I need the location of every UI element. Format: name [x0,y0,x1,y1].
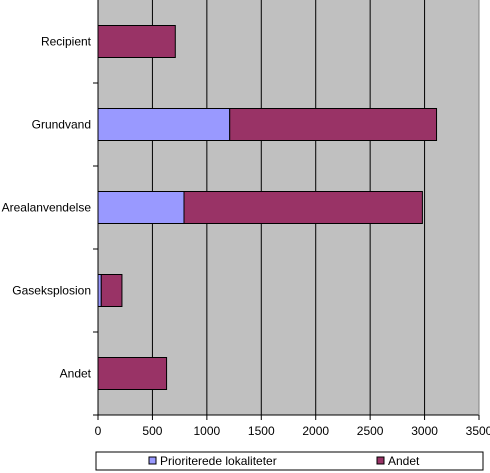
x-tick-label: 1500 [248,424,275,438]
bars [97,25,438,390]
bar-segment [183,191,423,224]
x-tick-label: 2000 [302,424,329,438]
category-label: Recipient [41,35,92,49]
bar-segment [100,274,123,307]
bar-segment [97,25,176,58]
category-label: Gaseksplosion [12,284,91,298]
legend-swatch [376,456,385,465]
x-tick-label: 3500 [466,424,490,438]
legend-label: Prioriterede lokaliteter [160,454,277,468]
bar-segment [97,357,168,390]
bar-segment [97,108,231,141]
x-tick-label: 3000 [411,424,438,438]
category-label: Grundvand [32,118,91,132]
x-tick-label: 2500 [357,424,384,438]
legend-swatch [148,456,157,465]
x-axis-ticks: 0 500 1000 1500 2000 2500 3000 3500 [95,415,490,438]
category-label: Arealanvendelse [2,201,92,215]
bar-segment [97,191,185,224]
legend-box [95,451,484,471]
category-label: Andet [60,367,92,381]
legend: Prioriterede lokaliteter Andet [95,451,484,471]
y-axis-categories: Recipient Grundvand Arealanvendelse Gaseksp… [2,35,98,416]
axes [97,0,480,416]
x-tick-label: 1000 [194,424,221,438]
x-tick-label: 500 [142,424,162,438]
x-tick-label: 0 [95,424,102,438]
legend-label: Andet [388,454,420,468]
bar-segment [229,108,438,141]
